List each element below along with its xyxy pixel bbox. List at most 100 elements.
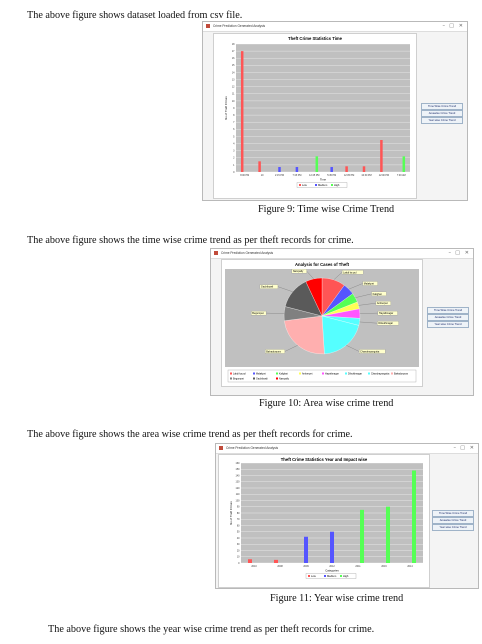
x-tick-label: 2008: [277, 565, 283, 568]
y-tick-label: 120: [236, 487, 241, 490]
minimize-icon[interactable]: –: [442, 23, 446, 29]
slice-label-leader: [333, 272, 343, 280]
bar: [362, 166, 366, 172]
x-axis-label: Time: [320, 178, 327, 182]
x-tick-label: 2012: [329, 565, 335, 568]
legend-box: [296, 182, 348, 188]
bar: [258, 161, 261, 172]
slice-label-leader: [348, 283, 363, 290]
slice-label-box: [265, 349, 285, 354]
area-wise-button[interactable]: Areawise Crime Trend: [421, 110, 463, 117]
y-tick-label: 5: [233, 135, 235, 138]
time-bar-chart: Theft Crime Statistics Time0123456789101…: [224, 36, 410, 188]
x-tick-label: 7:00 AM: [397, 174, 406, 177]
paragraph-time: The above figure shows the time wise cri…: [27, 235, 354, 246]
legend-swatch: [340, 575, 342, 577]
app-icon: [214, 251, 218, 255]
paragraph-year: The above figure shows the year wise cri…: [48, 624, 375, 635]
legend-label: Low: [311, 574, 316, 578]
window-titlebar: Crime Prediction Generated Analysis – □ …: [216, 444, 478, 454]
close-icon[interactable]: ✕: [469, 445, 474, 451]
slice-label-leader: [359, 321, 378, 324]
legend-label: Amberpet: [302, 373, 313, 376]
maximize-icon[interactable]: □: [449, 23, 454, 29]
time-wise-button[interactable]: Time Wise Crime Trend: [421, 103, 463, 110]
y-tick-label: 110: [236, 493, 240, 496]
y-tick-label: 80: [237, 512, 240, 515]
year-bar-chart: Theft Crime Statistics Year and Impact w…: [229, 457, 423, 579]
year-wise-button[interactable]: Year wise Crime Trend: [421, 117, 463, 124]
pie-slice: [305, 277, 323, 317]
legend-label: Begumpet: [233, 378, 244, 381]
y-tick-label: 130: [236, 481, 241, 484]
legend-label: Dilsukhnagar: [348, 373, 362, 376]
slice-label-box: [291, 268, 307, 274]
bar: [330, 167, 333, 172]
close-icon[interactable]: ✕: [458, 23, 463, 29]
legend-swatch: [331, 184, 333, 186]
close-icon[interactable]: ✕: [464, 250, 469, 256]
x-tick-label: 2014: [407, 565, 413, 568]
x-axis-label: Categories: [325, 569, 339, 573]
x-tick-label: 2010: [251, 565, 257, 568]
y-tick-label: 20: [237, 549, 240, 552]
y-tick-label: 16: [232, 57, 235, 60]
x-tick-label: 2:15 PM: [275, 174, 284, 177]
area-wise-button[interactable]: Areawise Crime Trend: [427, 314, 469, 321]
legend-label: Hayathnagar: [325, 373, 339, 376]
x-tick-label: 12:45 PM: [309, 174, 319, 177]
legend-swatch: [230, 377, 232, 380]
chart-panel: Theft Crime Statistics Time 0 1 2 3 4 5 6 7 8 9 10 1…: [213, 33, 417, 199]
figure-10-caption: Figure 10: Area wise crime trend: [259, 398, 394, 409]
time-wise-button[interactable]: Time Wise Crime Trend: [432, 510, 474, 517]
legend-swatch: [299, 184, 301, 186]
bar: [274, 559, 278, 563]
minimize-icon[interactable]: –: [448, 250, 452, 256]
legend-label: Chandrayangutta: [371, 373, 390, 376]
year-wise-button[interactable]: Year wise Crime Trend: [432, 524, 474, 531]
legend-label: Gachibowli: [256, 378, 268, 381]
chart-panel: Theft Crime Statistics Year and Impact w…: [218, 454, 430, 588]
slice-label-box: [377, 310, 398, 316]
window-titlebar: Crime Prediction Generated Analysis – □ …: [211, 249, 473, 259]
chart-panel: Analysis for Cases of Theft Lakdi ka pul M…: [221, 259, 423, 387]
bar: [360, 509, 364, 563]
slice-label-leader: [306, 271, 314, 279]
slice-label-box: [377, 321, 399, 326]
y-tick-label: 140: [236, 474, 241, 477]
y-tick-label: 8: [233, 114, 235, 117]
figure-9-caption: Figure 9: Time wise Crime Trend: [258, 204, 395, 215]
slice-label-leader: [358, 303, 376, 306]
y-tick-label: 12: [232, 86, 235, 89]
y-tick-label: 160: [236, 462, 241, 465]
time-wise-button[interactable]: Time Wise Crime Trend: [427, 307, 469, 314]
legend-swatch: [299, 372, 301, 375]
y-tick-label: 10: [232, 100, 235, 103]
slice-label-leader: [359, 312, 378, 314]
maximize-icon[interactable]: □: [455, 250, 460, 256]
x-tick-label: 2011: [355, 565, 361, 568]
slice-label-box: [359, 349, 386, 354]
window-titlebar: Crime Prediction Generated Analysis – □ …: [203, 22, 467, 32]
chart-title: Analysis for Cases of Theft: [295, 262, 350, 267]
area-wise-button[interactable]: Areawise Crime Trend: [432, 517, 474, 524]
legend-swatch: [276, 377, 278, 380]
legend-swatch: [308, 575, 310, 577]
year-wise-button[interactable]: Year wise Crime Trend: [427, 321, 469, 328]
slice-label: Gachibowli: [261, 286, 274, 289]
slice-label: Begumpet: [252, 312, 264, 315]
maximize-icon[interactable]: □: [460, 445, 465, 451]
legend-swatch: [324, 575, 326, 577]
x-tick-label: 2016: [381, 565, 387, 568]
y-tick-label: 90: [237, 506, 240, 509]
y-tick-label: 7: [233, 121, 235, 124]
legend-swatch: [368, 372, 370, 375]
slice-label-box: [371, 291, 387, 296]
paragraph-area: The above figure shows the area wise cri…: [27, 429, 353, 440]
bar: [240, 51, 244, 172]
chart-title: Theft Crime Statistics Time: [288, 36, 343, 41]
minimize-icon[interactable]: –: [453, 445, 457, 451]
slice-label: Malakpet: [364, 282, 374, 285]
legend-swatch: [322, 372, 324, 375]
area-pie-chart: Analysis for Cases of Theft Lakdi ka pul M…: [225, 262, 419, 383]
